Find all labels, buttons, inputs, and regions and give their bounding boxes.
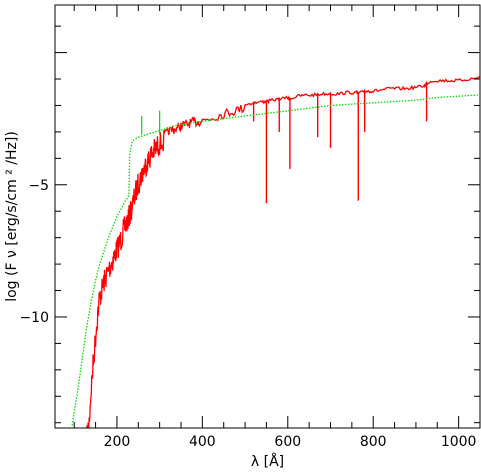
x-axis-title: λ [Å] [251, 453, 284, 470]
x-tick-label: 600 [274, 434, 301, 450]
y-tick-label: −5 [28, 178, 49, 194]
x-tick-label: 1000 [441, 434, 477, 450]
x-tick-label: 200 [104, 434, 131, 450]
y-axis-title: log (F ν [erg/s/cm ² /Hz]) [4, 131, 20, 302]
axis-ticks: 200 400 600 800 1000 −5 −10 [19, 5, 481, 450]
x-tick-label: 800 [360, 434, 387, 450]
y-tick-label: −10 [19, 310, 49, 326]
x-tick-label: 400 [189, 434, 216, 450]
plot-frame [54, 4, 481, 429]
series-line-green [71, 94, 480, 426]
plot-area [71, 75, 480, 428]
series-line-red [86, 75, 480, 428]
